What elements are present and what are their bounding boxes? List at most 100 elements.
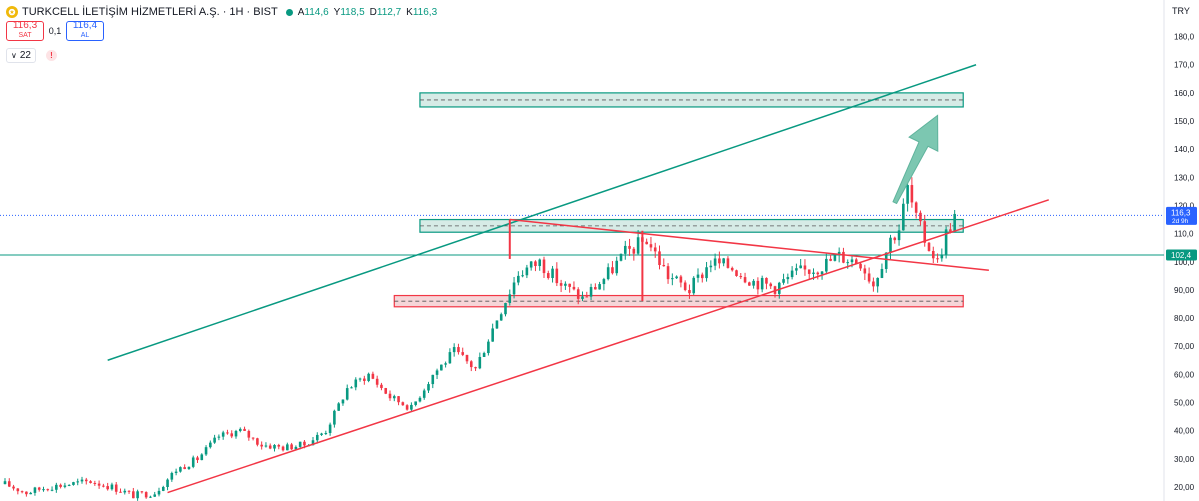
candle-body	[542, 259, 546, 274]
candle-body	[341, 399, 345, 404]
buy-button[interactable]: 116,4 AL	[66, 21, 104, 41]
ohlc-low: D112,7	[369, 6, 402, 18]
candle-body	[20, 491, 24, 493]
y-tick-label: 70,00	[1174, 342, 1195, 351]
price-axis-ticks: 20,00 30,00 40,00 50,00 60,00 70,00 80,00 90,00…	[1174, 33, 1195, 492]
symbol-title[interactable]: TURKCELL İLETİŞİM HİZMETLERİ A.Ş. · 1H ·…	[22, 6, 278, 18]
candle-body	[803, 265, 807, 270]
turkcell-logo-icon: ✪	[6, 6, 18, 18]
y-tick-label: 90,00	[1174, 286, 1195, 295]
candle-body	[795, 268, 798, 271]
candle-body	[234, 431, 238, 437]
candle-body	[106, 486, 109, 490]
y-tick-label: 120,0	[1174, 201, 1195, 210]
candle-body	[760, 277, 764, 290]
candle-body	[444, 363, 447, 365]
candle-body	[33, 487, 37, 493]
candle-body	[521, 275, 524, 277]
chevron-down-icon: ∨	[11, 51, 17, 60]
candle-body	[457, 347, 460, 353]
candle-body	[238, 428, 242, 432]
candle-body	[880, 268, 884, 278]
y-tick-label: 60,00	[1174, 370, 1195, 379]
candle-body	[422, 390, 426, 398]
candle-body	[333, 410, 336, 425]
candle-body	[564, 283, 567, 286]
y-tick-label: 20,00	[1174, 483, 1195, 492]
candle-body	[59, 484, 62, 487]
candle-body	[260, 444, 263, 447]
candle-body	[491, 328, 494, 342]
candle-body	[384, 388, 388, 394]
indicators-row: ∨ 22 !	[6, 48, 57, 63]
candle-body	[551, 268, 554, 279]
candle-body	[76, 481, 80, 483]
candle-body	[799, 265, 802, 269]
candle-body	[478, 356, 482, 369]
candle-body	[127, 490, 131, 492]
candle-body	[303, 441, 306, 446]
candle-body	[581, 296, 584, 299]
candle-body	[940, 254, 944, 259]
candle-body	[927, 242, 931, 251]
candle-body	[718, 258, 721, 264]
candle-body	[380, 384, 383, 389]
candle-body	[427, 384, 430, 391]
candle-body	[854, 259, 858, 264]
candle-body	[153, 494, 157, 497]
candle-body	[829, 258, 832, 261]
candle-body	[632, 248, 636, 254]
candle-body	[3, 481, 7, 485]
candle-body	[722, 258, 725, 264]
candle-body	[790, 270, 794, 278]
warning-icon[interactable]: !	[45, 50, 57, 61]
candle-body	[739, 275, 743, 278]
sell-button[interactable]: 116,3 SAT	[6, 21, 44, 41]
candle-body	[474, 367, 477, 369]
candle-body	[889, 237, 892, 253]
indicators-toggle[interactable]: ∨ 22	[6, 48, 36, 63]
candle-body	[482, 353, 486, 357]
candle-body	[589, 287, 593, 297]
price-label-box	[1166, 206, 1197, 225]
candle-body	[628, 245, 631, 249]
candle-body	[636, 237, 640, 254]
candle-body	[311, 440, 315, 446]
candle-body	[743, 277, 747, 283]
candle-body	[110, 484, 114, 490]
candle-body	[730, 267, 734, 271]
candle-body	[867, 273, 871, 282]
candle-body	[358, 378, 362, 380]
candle-body	[465, 354, 469, 362]
candle-body	[221, 432, 225, 437]
candle-body	[619, 253, 623, 261]
candle-body	[268, 445, 272, 449]
candle-body	[345, 388, 349, 400]
candle-body	[371, 373, 375, 379]
candle-body	[461, 352, 465, 355]
candle-body	[777, 282, 781, 294]
candle-body	[42, 489, 45, 491]
candle-body	[709, 265, 713, 268]
y-tick-label: 180,0	[1174, 33, 1195, 42]
candle-body	[576, 289, 580, 299]
candle-body	[123, 490, 127, 493]
candle-body	[897, 230, 901, 241]
y-tick-label: 160,0	[1174, 89, 1195, 98]
candle-body	[144, 492, 148, 498]
ohlc-open: A114,6	[297, 6, 329, 18]
zones	[393, 92, 964, 308]
candle-body	[517, 275, 520, 283]
candle-body	[414, 401, 417, 405]
candle-body	[405, 405, 409, 410]
candle-body	[114, 484, 118, 492]
ohlc-high: Y118,5	[333, 6, 365, 18]
y-tick-label: 80,00	[1174, 314, 1195, 323]
candle-body	[602, 279, 606, 285]
candle-body	[572, 286, 576, 290]
candle-body	[910, 185, 914, 203]
currency-label[interactable]: TRY	[1172, 6, 1190, 16]
candle-body	[324, 432, 328, 434]
candle-body	[72, 482, 75, 485]
